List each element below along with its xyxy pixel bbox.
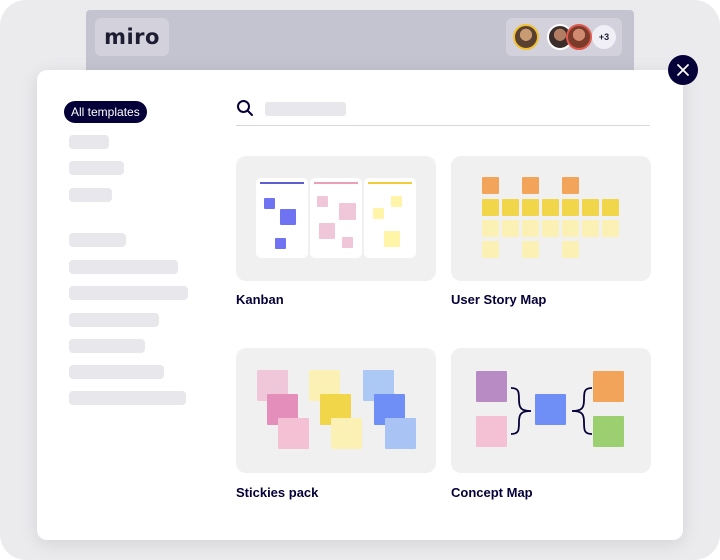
sidebar-item-placeholder[interactable]: [69, 339, 145, 353]
app-toolbar: miro +3: [86, 10, 634, 74]
sticky-note: [391, 196, 402, 207]
sticky-note: [542, 220, 559, 237]
sidebar-item-placeholder[interactable]: [69, 313, 159, 327]
sticky-note: [502, 220, 519, 237]
sidebar-item-placeholder[interactable]: [69, 135, 109, 149]
kanban-column: [364, 178, 416, 258]
template-label-concept-map[interactable]: Concept Map: [451, 485, 533, 500]
sidebar-item-placeholder[interactable]: [69, 365, 164, 379]
sticky-note: [275, 238, 286, 249]
sticky-note: [280, 209, 296, 225]
filter-all-templates[interactable]: All templates: [64, 101, 147, 123]
sticky-note: [582, 220, 599, 237]
sticky-note: [522, 199, 539, 216]
sticky-note: [562, 220, 579, 237]
sticky-note: [317, 196, 328, 207]
sticky-note: [593, 416, 624, 447]
avatar[interactable]: [566, 24, 592, 50]
left-brace-icon: [510, 387, 532, 435]
template-card-kanban[interactable]: [236, 156, 436, 281]
sticky-note: [593, 371, 624, 402]
search-icon: [237, 100, 253, 116]
sticky-note: [502, 199, 519, 216]
sticky-note: [482, 199, 499, 216]
sticky-note: [373, 208, 384, 219]
template-label-kanban[interactable]: Kanban: [236, 292, 284, 307]
sticky-note: [482, 241, 499, 258]
sticky-note: [339, 203, 356, 220]
kanban-column: [256, 178, 308, 258]
kanban-column-header: [260, 182, 304, 184]
sticky-note: [522, 177, 539, 194]
logo-text: miro: [104, 25, 160, 49]
close-icon: [677, 64, 689, 76]
template-card-user-story-map[interactable]: [451, 156, 651, 281]
sticky-note: [264, 198, 275, 209]
sticky-note: [342, 237, 353, 248]
sticky-note: [562, 241, 579, 258]
collaborators[interactable]: +3: [506, 18, 622, 56]
sticky-note: [482, 177, 499, 194]
sidebar-item-placeholder[interactable]: [69, 188, 112, 202]
sticky-note: [562, 199, 579, 216]
sticky-note: [542, 199, 559, 216]
template-label-user-story-map[interactable]: User Story Map: [451, 292, 547, 307]
search-underline: [236, 125, 650, 126]
template-card-concept-map[interactable]: [451, 348, 651, 473]
close-button[interactable]: [668, 55, 698, 85]
sticky-note: [278, 418, 309, 449]
templates-modal: All templates: [37, 70, 683, 540]
sticky-note: [476, 371, 507, 402]
sticky-note: [562, 177, 579, 194]
sticky-note: [476, 416, 507, 447]
sidebar-item-placeholder[interactable]: [69, 391, 186, 405]
template-label-stickies-pack[interactable]: Stickies pack: [236, 485, 319, 500]
sidebar-item-placeholder[interactable]: [69, 233, 126, 247]
sticky-note: [331, 418, 362, 449]
kanban-column: [310, 178, 362, 258]
avatar[interactable]: [513, 24, 539, 50]
sidebar-item-placeholder[interactable]: [69, 161, 124, 175]
search-input[interactable]: [265, 102, 346, 116]
miro-logo[interactable]: miro: [95, 18, 169, 56]
sticky-note: [522, 241, 539, 258]
sidebar-item-placeholder[interactable]: [69, 260, 178, 274]
sticky-note: [522, 220, 539, 237]
more-collaborators-badge[interactable]: +3: [592, 25, 616, 49]
sidebar-item-placeholder[interactable]: [69, 286, 188, 300]
sticky-note: [602, 220, 619, 237]
sticky-note: [385, 418, 416, 449]
sticky-note: [319, 223, 335, 239]
kanban-column-header: [368, 182, 412, 184]
right-brace-icon: [571, 387, 593, 435]
template-card-stickies-pack[interactable]: [236, 348, 436, 473]
sticky-note: [384, 231, 400, 247]
kanban-column-header: [314, 182, 358, 184]
sticky-note: [582, 199, 599, 216]
sticky-note: [602, 199, 619, 216]
sticky-note: [535, 394, 566, 425]
sticky-note: [482, 220, 499, 237]
